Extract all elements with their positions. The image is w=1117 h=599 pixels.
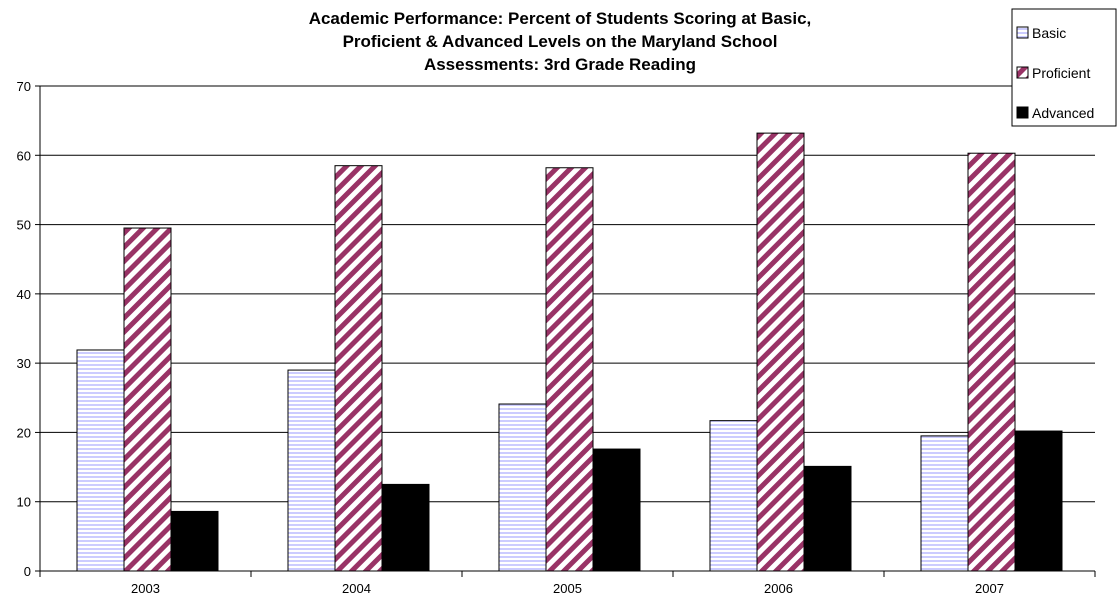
bar-basic-2006: [709, 420, 758, 572]
bar-basic-2005: [498, 403, 547, 572]
y-tick-label: 50: [17, 218, 31, 233]
y-axis-tick-labels: 0 10 20 30 40 50 60 70: [17, 79, 31, 579]
bar-proficient-2005: [545, 167, 594, 572]
bar-proficient-2004: [334, 165, 383, 572]
axes: [35, 85, 1096, 577]
chart-title-line-3: Assessments: 3rd Grade Reading: [424, 55, 696, 74]
legend-box: [1011, 8, 1117, 127]
y-tick-label: 10: [17, 495, 31, 510]
legend: Basic Proficient Advanced: [1011, 8, 1117, 127]
bar-basic-2007: [920, 435, 969, 572]
bar-basic-2004: [287, 369, 336, 572]
bar-advanced-2003: [170, 510, 219, 572]
legend-label-proficient: Proficient: [1032, 65, 1090, 81]
legend-label-basic: Basic: [1032, 25, 1066, 41]
x-tick-label: 2007: [975, 581, 1004, 596]
x-tick-label: 2004: [342, 581, 371, 596]
bar-advanced-2007: [1014, 430, 1063, 572]
chart-title-line-2: Proficient & Advanced Levels on the Mary…: [343, 32, 778, 51]
chart-title: Academic Performance: Percent of Student…: [309, 9, 812, 74]
x-axis-tick-labels: 2003 2004 2005 2006 2007: [131, 581, 1004, 596]
bars: [76, 132, 1063, 572]
x-tick-label: 2006: [764, 581, 793, 596]
bar-basic-2003: [76, 349, 125, 572]
legend-swatch-advanced: [1016, 106, 1029, 119]
y-tick-label: 30: [17, 356, 31, 371]
x-tick-label: 2003: [131, 581, 160, 596]
legend-swatch-basic: [1016, 26, 1029, 39]
bar-advanced-2004: [381, 483, 430, 572]
y-tick-label: 0: [24, 564, 31, 579]
y-tick-label: 20: [17, 425, 31, 440]
legend-label-advanced: Advanced: [1032, 105, 1094, 121]
x-tick-label: 2005: [553, 581, 582, 596]
bar-proficient-2003: [123, 227, 172, 572]
legend-swatch-proficient: [1016, 66, 1029, 79]
bar-proficient-2006: [756, 132, 805, 572]
y-tick-label: 40: [17, 287, 31, 302]
bar-proficient-2007: [967, 152, 1016, 572]
y-tick-label: 70: [17, 79, 31, 94]
chart-title-line-1: Academic Performance: Percent of Student…: [309, 9, 812, 28]
bar-advanced-2005: [592, 448, 641, 572]
y-tick-label: 60: [17, 148, 31, 163]
bar-advanced-2006: [803, 465, 852, 572]
